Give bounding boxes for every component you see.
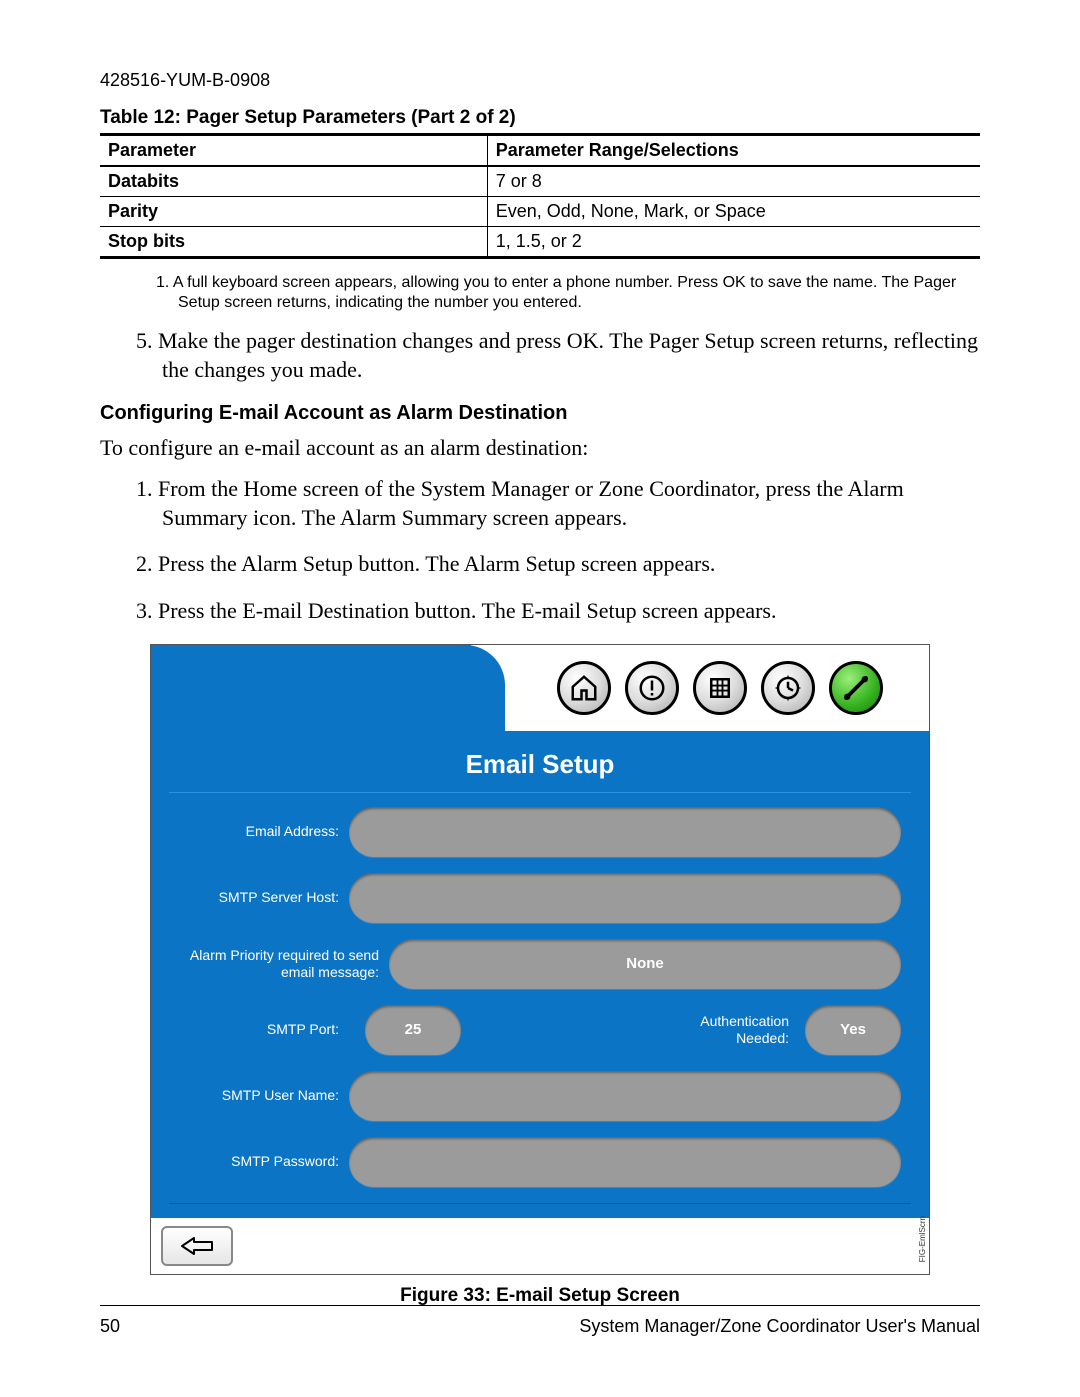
cell-param: Parity (100, 197, 487, 227)
cell-param: Databits (100, 166, 487, 197)
label-smtp-host: SMTP Server Host: (179, 889, 349, 906)
step-3: 3. Press the E-mail Destination button. … (136, 597, 980, 626)
manual-title: System Manager/Zone Coordinator User's M… (579, 1316, 980, 1337)
intro-text: To configure an e-mail account as an ala… (100, 435, 980, 461)
figure-side-label: FIG-EmlScrn (918, 1216, 927, 1262)
col-parameter: Parameter (100, 135, 487, 167)
step-2: 2. Press the Alarm Setup button. The Ala… (136, 550, 980, 579)
field-smtp-port[interactable]: 25 (365, 1005, 461, 1055)
field-auth-needed[interactable]: Yes (805, 1005, 901, 1055)
label-auth-needed: Authentication Needed: (679, 1013, 789, 1047)
table-row: Databits 7 or 8 (100, 166, 980, 197)
footnote: 1. A full keyboard screen appears, allow… (156, 273, 980, 313)
topbar (151, 645, 929, 731)
alert-icon[interactable] (625, 661, 679, 715)
table-title: Table 12: Pager Setup Parameters (Part 2… (100, 107, 980, 129)
screen-body: Email Setup Email Address: SMTP Server H… (151, 731, 929, 1218)
schedule-icon[interactable] (761, 661, 815, 715)
screen-footer (151, 1218, 929, 1274)
tools-icon[interactable] (829, 661, 883, 715)
table-row: Stop bits 1, 1.5, or 2 (100, 227, 980, 258)
page-number: 50 (100, 1316, 120, 1337)
col-range: Parameter Range/Selections (487, 135, 980, 167)
section-heading: Configuring E-mail Account as Alarm Dest… (100, 402, 980, 425)
label-email-address: Email Address: (179, 823, 349, 840)
cell-range: 1, 1.5, or 2 (487, 227, 980, 258)
cell-range: 7 or 8 (487, 166, 980, 197)
field-alarm-priority[interactable]: None (389, 939, 901, 989)
page-footer: 50 System Manager/Zone Coordinator User'… (100, 1305, 980, 1337)
field-smtp-user[interactable] (349, 1071, 901, 1121)
field-smtp-host[interactable] (349, 873, 901, 923)
doc-id: 428516-YUM-B-0908 (100, 70, 980, 91)
label-smtp-port: SMTP Port: (179, 1021, 349, 1038)
screen-title: Email Setup (169, 739, 911, 792)
field-smtp-pass[interactable] (349, 1137, 901, 1187)
cell-param: Stop bits (100, 227, 487, 258)
nav-iconstrip (471, 645, 929, 731)
step-5: 5. Make the pager destination changes an… (136, 327, 980, 384)
back-button[interactable] (161, 1226, 233, 1266)
figure-caption: Figure 33: E-mail Setup Screen (100, 1285, 980, 1307)
step-1: 1. From the Home screen of the System Ma… (136, 475, 980, 532)
pager-params-table: Parameter Parameter Range/Selections Dat… (100, 133, 980, 259)
cell-range: Even, Odd, None, Mark, or Space (487, 197, 980, 227)
active-tab (151, 645, 471, 731)
field-email-address[interactable] (349, 807, 901, 857)
label-alarm-priority: Alarm Priority required to send email me… (179, 947, 389, 981)
label-smtp-pass: SMTP Password: (179, 1153, 349, 1170)
table-row: Parity Even, Odd, None, Mark, or Space (100, 197, 980, 227)
grid-icon[interactable] (693, 661, 747, 715)
home-icon[interactable] (557, 661, 611, 715)
email-setup-screenshot: Email Setup Email Address: SMTP Server H… (150, 644, 930, 1275)
label-smtp-user: SMTP User Name: (179, 1087, 349, 1104)
form-panel: Email Address: SMTP Server Host: Alarm P… (169, 792, 911, 1204)
